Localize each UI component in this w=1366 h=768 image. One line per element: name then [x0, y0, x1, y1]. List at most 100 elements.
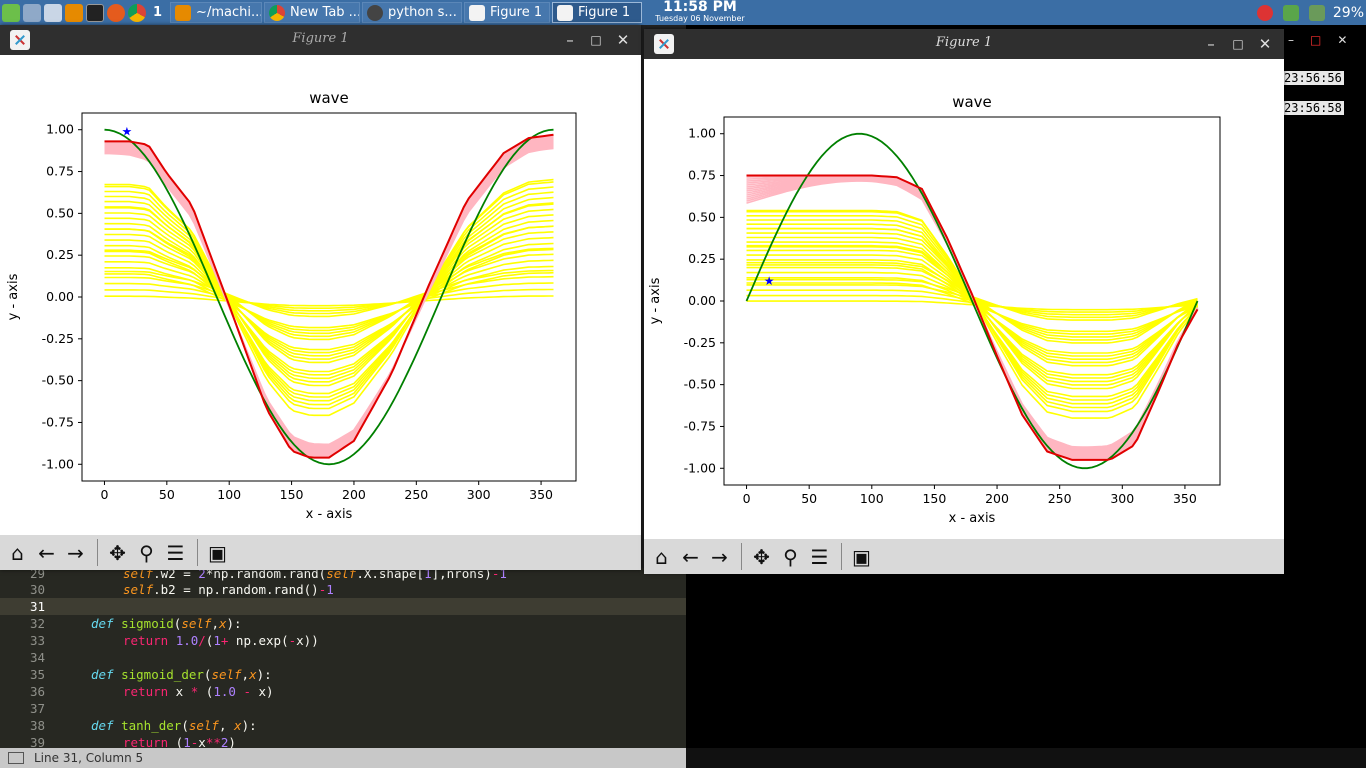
- y-tick-label: 1.00: [46, 122, 74, 137]
- line-number: 39: [29, 735, 45, 750]
- line-number: 38: [29, 718, 45, 733]
- early-iteration-line: [104, 269, 554, 318]
- star-marker: ★: [122, 124, 133, 138]
- terminal-icon[interactable]: [86, 3, 104, 22]
- taskbar-button-python[interactable]: python s...: [362, 2, 463, 23]
- wave-chart: ★ 0 50 100 150 200 250 300 350 -1.00 -0.75 -0.50 -0.…: [648, 93, 1221, 526]
- late-iteration-line: [746, 175, 1199, 460]
- x-tick-label: 50: [801, 491, 817, 506]
- y-axis-label: y - axis: [648, 277, 663, 324]
- taskbar-button-label: Figure 1: [490, 5, 543, 20]
- close-icon[interactable]: ✕: [616, 31, 630, 49]
- volume-icon[interactable]: [1308, 4, 1325, 21]
- zoom-icon[interactable]: ⚲: [783, 544, 798, 569]
- clock[interactable]: 11:58 PM Tuesday 06 November: [655, 0, 745, 25]
- window-titlebar[interactable]: Figure 1 – □ ✕: [644, 29, 1284, 59]
- close-icon[interactable]: ✕: [1258, 35, 1272, 53]
- x-tick-label: 350: [529, 487, 553, 502]
- early-iteration-line: [104, 225, 554, 364]
- save-icon[interactable]: ▣: [852, 544, 871, 569]
- back-arrow-icon[interactable]: ←: [682, 544, 699, 569]
- pan-icon[interactable]: ✥: [753, 544, 770, 569]
- cursor-position: Line 31, Column 5: [34, 751, 144, 765]
- x-tick-label: 350: [1173, 491, 1197, 506]
- workspace-number[interactable]: 1: [153, 5, 163, 20]
- early-iteration-line: [104, 253, 554, 338]
- line-number: 32: [29, 616, 45, 631]
- line-number: 30: [29, 582, 45, 597]
- y-tick-label: 0.25: [46, 247, 74, 262]
- early-iteration-line: [104, 225, 554, 373]
- window-titlebar[interactable]: Figure 1 – □ ✕: [0, 25, 641, 55]
- plot-toolbar: ⌂ ← → ✥ ⚲ ☰ ▣: [644, 539, 1284, 574]
- code-editor[interactable]: 29 self.w2 = 2*np.random.rand(self.X.sha…: [0, 566, 686, 750]
- matplotlib-icon: [10, 30, 30, 50]
- record-icon[interactable]: [1256, 4, 1273, 21]
- late-iteration-line: [746, 175, 1199, 459]
- line-number: 34: [29, 650, 45, 665]
- window-title: Figure 1: [935, 35, 993, 50]
- taskbar-button-label: python s...: [388, 5, 457, 20]
- zoom-icon[interactable]: ⚲: [139, 540, 154, 565]
- home-icon[interactable]: ⌂: [655, 544, 668, 569]
- figure-window-right[interactable]: Figure 1 – □ ✕ ★ 0 50 100 150 200 250 300 350 -1.…: [644, 29, 1284, 574]
- pan-icon[interactable]: ✥: [109, 540, 126, 565]
- y-tick-label: -0.25: [684, 335, 716, 350]
- taskbar-button-figure-2[interactable]: Figure 1: [552, 2, 643, 23]
- early-iteration-line: [746, 277, 1198, 335]
- panel-toggle-icon[interactable]: [8, 752, 24, 764]
- firefox-icon[interactable]: [107, 3, 125, 22]
- file-manager-icon[interactable]: [23, 3, 41, 22]
- terminal-status-strip: [686, 748, 1366, 768]
- matplotlib-icon: [654, 34, 674, 54]
- y-tick-label: 0.75: [688, 168, 716, 183]
- window-list-icon[interactable]: [44, 3, 62, 22]
- early-iteration-line: [104, 265, 554, 332]
- forward-arrow-icon[interactable]: →: [67, 540, 84, 565]
- network-icon[interactable]: [1282, 4, 1299, 21]
- home-icon[interactable]: ⌂: [11, 540, 24, 565]
- taskbar-button-chrome[interactable]: New Tab ...: [264, 2, 361, 23]
- y-tick-label: 0.25: [688, 251, 716, 266]
- sublime-text-icon[interactable]: [65, 3, 83, 22]
- taskbar-button-label: ~/machi...: [196, 5, 263, 20]
- forward-arrow-icon[interactable]: →: [711, 544, 728, 569]
- taskbar-button-terminal[interactable]: ~/machi...: [170, 2, 263, 23]
- chart-title: wave: [309, 89, 349, 107]
- maximize-icon[interactable]: □: [1232, 37, 1244, 51]
- early-iteration-line: [104, 271, 554, 329]
- maximize-icon[interactable]: □: [1310, 33, 1322, 47]
- early-iteration-line: [104, 219, 554, 376]
- battery-percentage[interactable]: 29%: [1332, 4, 1364, 21]
- configure-subplots-icon[interactable]: ☰: [810, 544, 829, 569]
- x-tick-label: 0: [100, 487, 108, 502]
- toolbar-separator: [197, 539, 198, 566]
- code-line: return (1-x**2): [123, 735, 236, 750]
- configure-subplots-icon[interactable]: ☰: [166, 540, 185, 565]
- y-tick-label: -0.75: [684, 418, 716, 433]
- y-tick-label: 1.00: [688, 126, 716, 141]
- save-icon[interactable]: ▣: [208, 540, 227, 565]
- x-tick-label: 150: [922, 491, 946, 506]
- final-fit-line: [104, 133, 554, 459]
- x-tick-label: 150: [280, 487, 304, 502]
- close-icon[interactable]: ✕: [1337, 33, 1348, 47]
- plot-toolbar: ⌂ ← → ✥ ⚲ ☰ ▣: [0, 535, 641, 570]
- minimize-icon[interactable]: –: [1207, 35, 1215, 53]
- y-tick-label: -0.50: [42, 373, 74, 388]
- chrome-icon[interactable]: [128, 3, 146, 22]
- minimize-icon[interactable]: –: [1288, 33, 1294, 47]
- back-arrow-icon[interactable]: ←: [38, 540, 55, 565]
- minimize-icon[interactable]: –: [566, 31, 574, 49]
- maximize-icon[interactable]: □: [590, 33, 602, 47]
- plot-area: [104, 128, 554, 466]
- app-menu-icon[interactable]: [2, 3, 20, 22]
- figure-window-left[interactable]: Figure 1 – □ ✕ ★ 0 50 100 150 200 250 300 350 -1.…: [0, 25, 641, 570]
- x-tick-label: 100: [217, 487, 241, 502]
- taskbar-button-figure-1[interactable]: Figure 1: [464, 2, 551, 23]
- x-tick-label: 200: [342, 487, 366, 502]
- terminal-timestamp: 23:56:56: [1282, 71, 1344, 85]
- line-number: 36: [29, 684, 45, 699]
- early-iteration-line: [104, 202, 554, 395]
- early-iteration-line: [104, 178, 554, 417]
